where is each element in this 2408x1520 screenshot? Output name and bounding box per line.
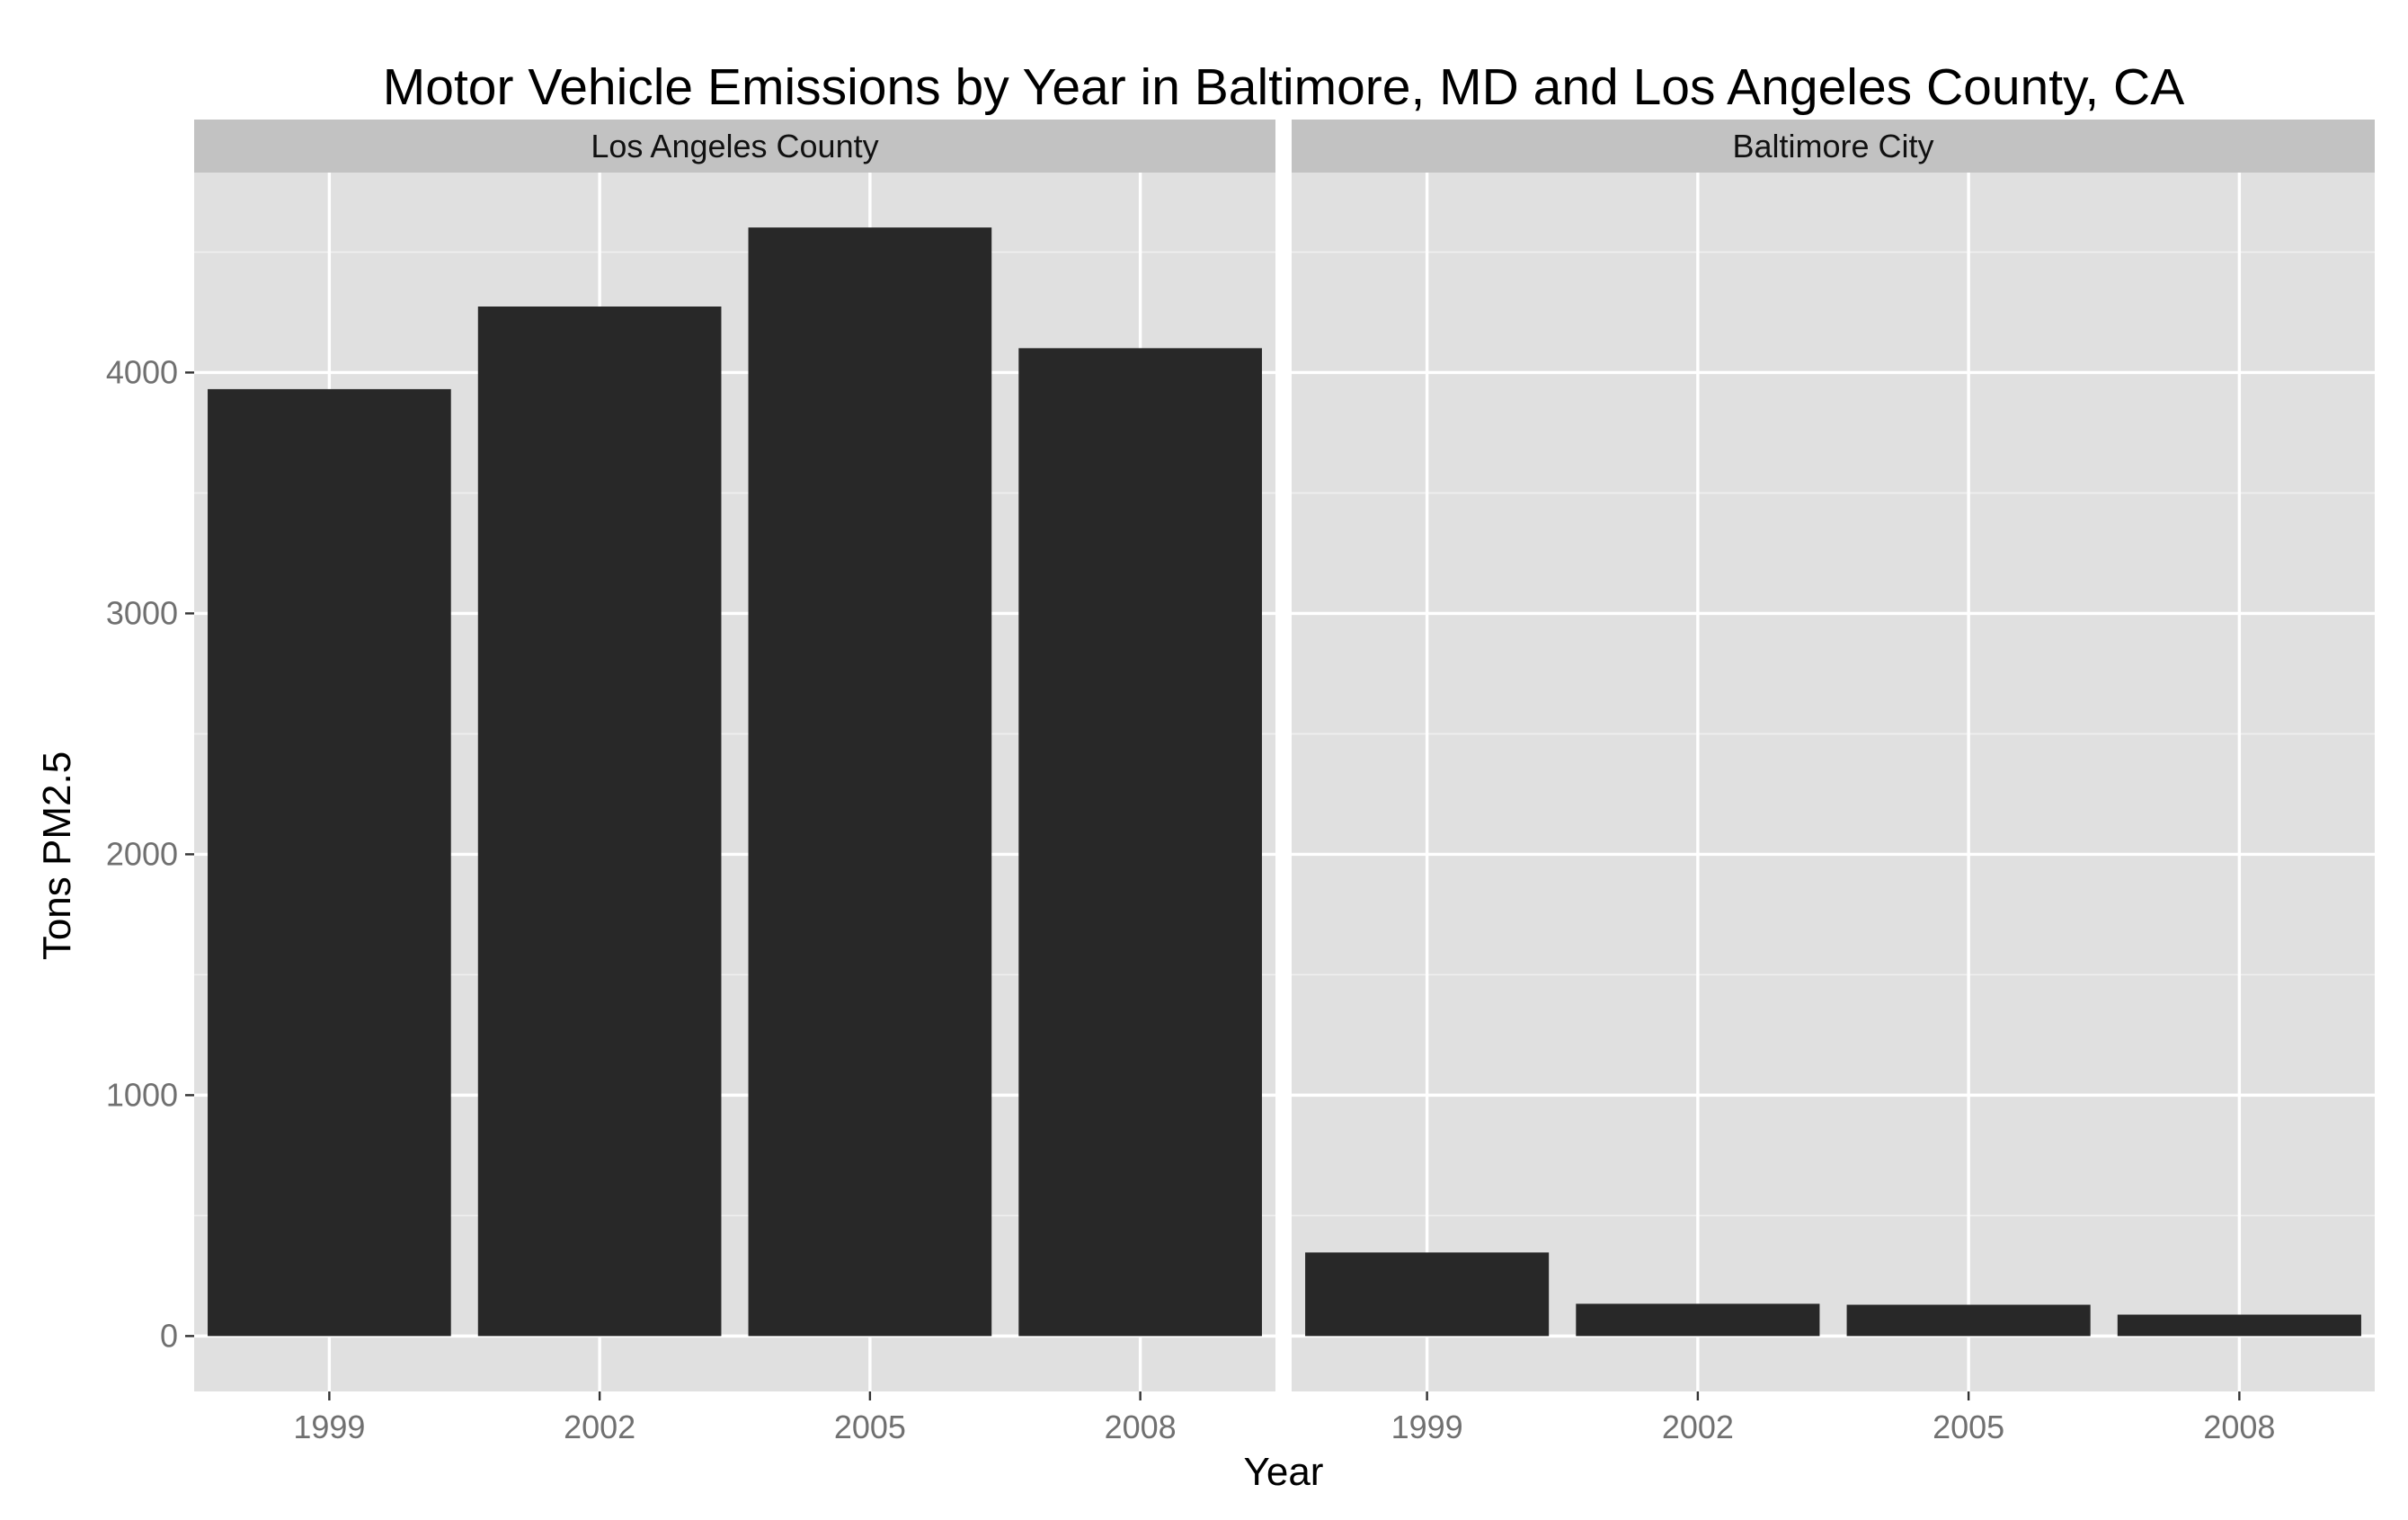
bar — [1018, 348, 1262, 1337]
bar — [1846, 1304, 2091, 1337]
panel-background — [1292, 173, 2375, 1391]
facet-panel: Los Angeles County 1999 2002 2005 2008 — [194, 120, 1275, 1445]
y-tick-label: 0 — [160, 1317, 178, 1354]
x-tick-label: 2002 — [1662, 1409, 1734, 1445]
facet-strip-label: Los Angeles County — [591, 128, 878, 164]
chart-title: Motor Vehicle Emissions by Year in Balti… — [383, 58, 2184, 116]
y-tick-label: 2000 — [106, 835, 178, 872]
y-tick-label: 3000 — [106, 594, 178, 631]
x-tick-label: 1999 — [293, 1409, 365, 1445]
facet-strip — [194, 120, 1275, 173]
x-tick-label: 2005 — [1933, 1409, 2004, 1445]
facet-strip-label: Baltimore City — [1732, 128, 1933, 164]
facet-strip — [1292, 120, 2375, 173]
x-tick-label: 2008 — [2203, 1409, 2275, 1445]
bar — [748, 227, 992, 1337]
bar — [477, 306, 722, 1337]
facet-panel: Baltimore City 1999 2002 2005 2008 — [1292, 120, 2375, 1445]
x-tick-label: 2005 — [834, 1409, 906, 1445]
y-tick-label: 1000 — [106, 1076, 178, 1113]
x-tick-label: 2008 — [1105, 1409, 1177, 1445]
bar — [208, 388, 451, 1337]
x-tick-label: 1999 — [1391, 1409, 1463, 1445]
bar — [1305, 1252, 1550, 1337]
x-tick-label: 2002 — [564, 1409, 635, 1445]
x-axis-title: Year — [1244, 1450, 1324, 1494]
bar — [1576, 1303, 1820, 1337]
y-axis-title: Tons PM2.5 — [35, 751, 79, 960]
y-tick-label: 4000 — [106, 353, 178, 390]
y-axis: 0 1000 2000 3000 4000 — [106, 353, 194, 1354]
bar — [2117, 1314, 2361, 1337]
